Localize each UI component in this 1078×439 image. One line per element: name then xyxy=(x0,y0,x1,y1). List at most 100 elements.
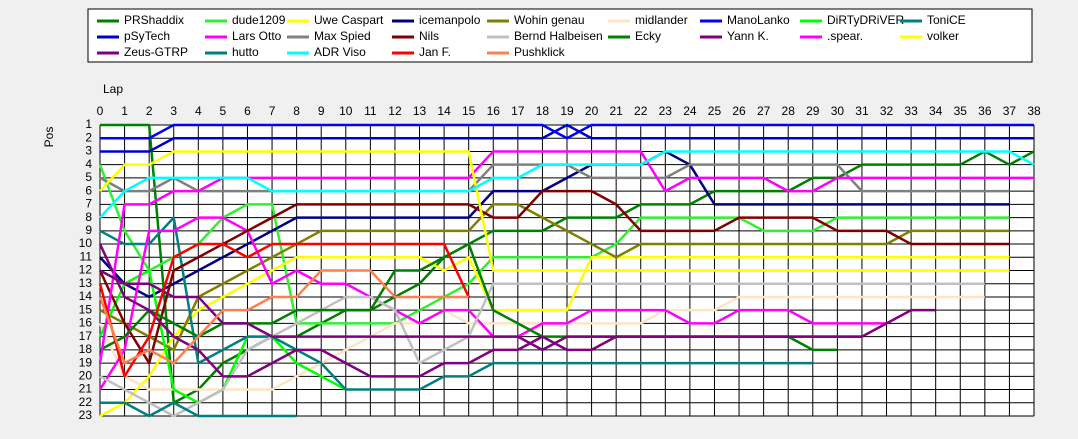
y-tick-label: 13 xyxy=(79,276,93,290)
y-tick-label: 19 xyxy=(79,355,93,369)
driver-line xyxy=(98,269,469,365)
x-tick-label: 3 xyxy=(170,104,177,118)
legend-label: ToniCE xyxy=(927,13,966,27)
legend-label: Zeus-GTRP xyxy=(124,45,188,59)
legend-label: Uwe Caspart xyxy=(314,13,384,27)
x-tick-label: 8 xyxy=(293,104,300,118)
x-tick-label: 6 xyxy=(244,104,251,118)
legend-label: Lars Otto xyxy=(232,29,282,43)
driver-line xyxy=(99,150,1035,219)
driver-line xyxy=(99,269,862,352)
x-tick-label: 32 xyxy=(880,104,894,118)
legend-label: dude1209 xyxy=(232,13,286,27)
legend-label: Yann K. xyxy=(727,29,769,43)
x-tick-label: 13 xyxy=(413,104,427,118)
y-tick-label: 15 xyxy=(79,302,93,316)
x-tick-label: 34 xyxy=(929,104,943,118)
legend-label: Wohin genau xyxy=(514,13,585,27)
legend-label: Nils xyxy=(419,29,439,43)
driver-line xyxy=(100,123,1034,140)
x-tick-label: 10 xyxy=(339,104,353,118)
legend-label: .spear. xyxy=(827,29,863,43)
y-tick-label: 11 xyxy=(80,249,93,263)
x-tick-label: 22 xyxy=(634,104,648,118)
y-tick-label: 4 xyxy=(85,157,92,171)
x-tick-label: 0 xyxy=(97,104,104,118)
x-axis-title: Lap xyxy=(103,82,123,96)
y-axis-title: Pos xyxy=(42,127,56,148)
y-tick-label: 5 xyxy=(85,170,92,184)
driver-line xyxy=(98,164,1010,325)
legend-label: volker xyxy=(927,29,959,43)
y-tick-label: 12 xyxy=(79,263,93,277)
x-tick-label: 12 xyxy=(388,104,402,118)
legend-label: PRShaddix xyxy=(124,13,184,27)
legend-label: Bernd Halbeisen xyxy=(514,29,603,43)
legend-label: icemanpolo xyxy=(419,13,481,27)
x-tick-label: 17 xyxy=(511,104,525,118)
driver-line xyxy=(100,401,297,418)
legend-box xyxy=(87,8,1033,63)
y-tick-label: 3 xyxy=(85,144,92,158)
y-tick-label: 20 xyxy=(79,368,93,382)
y-tick-label: 7 xyxy=(85,197,92,211)
y-tick-label: 23 xyxy=(79,408,93,422)
x-tick-label: 7 xyxy=(269,104,276,118)
x-tick-label: 18 xyxy=(536,104,550,118)
x-tick-label: 14 xyxy=(437,104,451,118)
legend-label: hutto xyxy=(232,45,259,59)
driver-line xyxy=(98,150,1034,364)
x-tick-label: 37 xyxy=(1003,104,1017,118)
x-tick-label: 21 xyxy=(609,104,623,118)
x-tick-label: 29 xyxy=(806,104,820,118)
x-tick-label: 11 xyxy=(364,104,377,118)
driver-line xyxy=(99,282,985,418)
y-tick-label: 9 xyxy=(85,223,92,237)
driver-line xyxy=(98,189,1010,365)
legend-label: ADR Viso xyxy=(314,45,366,59)
y-tick-label: 8 xyxy=(85,210,92,224)
x-tick-label: 31 xyxy=(855,104,869,118)
x-tick-label: 26 xyxy=(732,104,746,118)
x-tick-label: 35 xyxy=(954,104,968,118)
y-tick-label: 10 xyxy=(79,236,93,250)
legend-label: ManoLanko xyxy=(727,13,790,27)
x-tick-label: 38 xyxy=(1027,104,1041,118)
driver-line xyxy=(99,150,1010,272)
x-tick-label: 23 xyxy=(659,104,673,118)
x-tick-label: 28 xyxy=(782,104,796,118)
driver-line xyxy=(100,123,1034,153)
legend-label: Pushklick xyxy=(514,45,566,59)
legend-label: Max Spied xyxy=(314,29,371,43)
x-tick-label: 27 xyxy=(757,104,771,118)
y-tick-label: 17 xyxy=(79,329,93,343)
x-tick-label: 5 xyxy=(220,104,227,118)
legend-label: pSyTech xyxy=(124,29,170,43)
y-tick-label: 16 xyxy=(79,316,93,330)
y-tick-label: 21 xyxy=(79,382,93,396)
x-tick-label: 1 xyxy=(121,104,128,118)
driver-line xyxy=(99,256,1010,418)
y-tick-label: 2 xyxy=(85,130,92,144)
x-tick-label: 36 xyxy=(978,104,992,118)
x-tick-label: 30 xyxy=(831,104,845,118)
driver-line xyxy=(98,242,470,378)
driver-line xyxy=(99,203,1010,352)
legend-label: Ecky xyxy=(635,29,661,43)
x-tick-label: 20 xyxy=(585,104,599,118)
y-tick-label: 6 xyxy=(85,183,92,197)
x-tick-label: 4 xyxy=(195,104,202,118)
x-tick-label: 25 xyxy=(708,104,722,118)
x-tick-label: 19 xyxy=(560,104,574,118)
x-tick-label: 33 xyxy=(904,104,918,118)
legend-label: Jan F. xyxy=(419,45,451,59)
legend-label: DiRTyDRiVER xyxy=(827,13,904,27)
x-tick-label: 24 xyxy=(683,104,697,118)
y-tick-label: 22 xyxy=(79,395,93,409)
x-tick-label: 15 xyxy=(462,104,476,118)
x-tick-label: 2 xyxy=(146,104,153,118)
x-tick-label: 16 xyxy=(487,104,501,118)
y-tick-label: 18 xyxy=(79,342,93,356)
y-tick-label: 14 xyxy=(79,289,93,303)
